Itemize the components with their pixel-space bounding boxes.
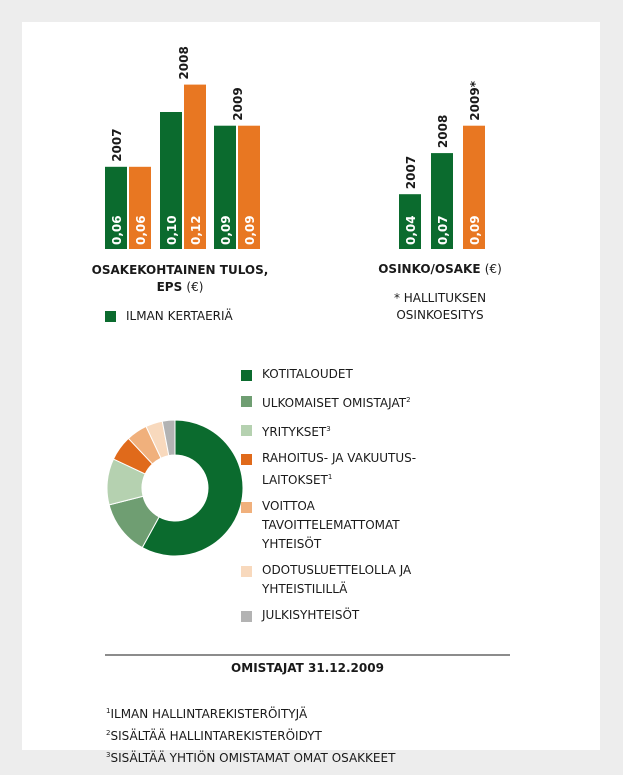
footnote: 3SISÄLTÄÄ YHTIÖN OMISTAMAT OMAT OSAKKEET — [106, 746, 395, 768]
legend-label: JULKISYHTEISÖT — [262, 608, 360, 622]
value-label: 0,09 — [468, 215, 482, 245]
legend-text: ODOTUSLUETTELOLLA JA YHTEISTILILLÄ — [262, 561, 452, 599]
footnote-text: SISÄLTÄÄ HALLINTAREKISTERÖIDYT — [110, 729, 322, 743]
bar — [463, 125, 485, 249]
year-label: 2008 — [436, 115, 450, 148]
legend-label: VOITTOA TAVOITTELEMATTOMAT YHTEISÖT — [262, 499, 400, 551]
year-label: 2007 — [404, 156, 418, 189]
value-label: 0,04 — [404, 215, 418, 245]
footnote-text: SISÄLTÄÄ YHTIÖN OMISTAMAT OMAT OSAKKEET — [110, 751, 396, 765]
footnote-mark: 2 — [106, 729, 111, 737]
legend-text: KOTITALOUDET — [262, 365, 452, 384]
legend-item: VOITTOA TAVOITTELEMATTOMAT YHTEISÖT — [241, 497, 491, 554]
dps-title: OSINKO/OSAKE (€) — [360, 262, 520, 276]
eps-legend: ILMAN KERTAERIÄ — [105, 309, 233, 323]
legend-item: RAHOITUS- JA VAKUUTUS-LAITOKSET1 — [241, 449, 491, 490]
year-label: 2009 — [231, 87, 245, 120]
legend-swatch — [241, 566, 252, 577]
unit: (€) — [484, 262, 502, 276]
legend-item: YRITYKSET3 — [241, 423, 491, 442]
bar — [214, 125, 236, 249]
panel — [22, 22, 600, 750]
footnote-mark: 3 — [106, 751, 111, 759]
legend-swatch — [241, 370, 252, 381]
value-label: 0,07 — [436, 215, 450, 245]
legend-text: VOITTOA TAVOITTELEMATTOMAT YHTEISÖT — [262, 497, 452, 554]
bar — [399, 194, 421, 249]
legend-label: ODOTUSLUETTELOLLA JA YHTEISTILILLÄ — [262, 563, 412, 596]
title: OSINKO/OSAKE — [378, 262, 481, 276]
footnote: 2SISÄLTÄÄ HALLINTAREKISTERÖIDYT — [106, 724, 395, 746]
legend-text: YRITYKSET3 — [262, 420, 452, 442]
legend-swatch — [241, 425, 252, 436]
year-label: 2008 — [177, 46, 191, 79]
value-label: 0,12 — [189, 215, 203, 245]
bar — [129, 166, 151, 249]
bar — [184, 84, 206, 249]
legend-swatch — [241, 396, 252, 407]
legend-text: ULKOMAISET OMISTAJAT2 — [262, 391, 452, 413]
footnote-mark: 1 — [327, 473, 333, 481]
value-label: 0,10 — [165, 215, 179, 245]
year-label: 2007 — [110, 128, 124, 161]
footnote-mark: 2 — [406, 396, 411, 404]
legend-item: ULKOMAISET OMISTAJAT2 — [241, 394, 491, 413]
legend-item: ODOTUSLUETTELOLLA JA YHTEISTILILLÄ — [241, 561, 491, 599]
footnotes: 1ILMAN HALLINTAREKISTERÖITYJÄ 2SISÄLTÄÄ H… — [106, 702, 395, 768]
bar — [105, 166, 127, 249]
legend-swatch — [105, 310, 116, 322]
title: OSAKEKOHTAINEN TULOS, EPS — [91, 263, 269, 294]
note: * HALLITUKSEN OSINKOESITYS — [393, 291, 487, 322]
bar — [238, 125, 260, 249]
legend-item: JULKISYHTEISÖT — [241, 606, 491, 625]
legend-item: KOTITALOUDET — [241, 365, 491, 384]
value-label: 0,06 — [110, 215, 124, 245]
footnote-mark: 3 — [326, 425, 331, 433]
pie-title: OMISTAJAT 31.12.2009 — [231, 661, 384, 675]
eps-title: OSAKEKOHTAINEN TULOS, EPS (€) — [90, 262, 270, 296]
legend-label: ULKOMAISET OMISTAJAT — [262, 396, 407, 410]
value-label: 0,09 — [243, 215, 257, 245]
pie-slice — [161, 419, 176, 457]
legend-swatch — [241, 611, 252, 622]
legend-text: JULKISYHTEISÖT — [262, 606, 452, 625]
legend-swatch — [241, 502, 252, 513]
footnote-text: ILMAN HALLINTAREKISTERÖITYJÄ — [110, 707, 308, 721]
year-label: 2009* — [468, 80, 482, 120]
bar — [431, 153, 453, 249]
legend-label: YRITYKSET — [262, 425, 327, 439]
pie-slice — [141, 419, 244, 557]
unit: (€) — [186, 280, 204, 294]
value-label: 0,09 — [219, 215, 233, 245]
footnote: 1ILMAN HALLINTAREKISTERÖITYJÄ — [106, 702, 395, 724]
legend-text: RAHOITUS- JA VAKUUTUS-LAITOKSET1 — [262, 449, 452, 490]
legend-label: ILMAN KERTAERIÄ — [126, 309, 233, 323]
footnote-mark: 1 — [106, 707, 111, 715]
legend-label: KOTITALOUDET — [262, 367, 353, 381]
pie-legend: KOTITALOUDET ULKOMAISET OMISTAJAT2 YRITYKS… — [241, 365, 491, 625]
legend-swatch — [241, 454, 252, 465]
value-label: 0,06 — [134, 215, 148, 245]
bar — [160, 112, 182, 249]
legend-label: RAHOITUS- JA VAKUUTUS-LAITOKSET — [262, 451, 417, 487]
